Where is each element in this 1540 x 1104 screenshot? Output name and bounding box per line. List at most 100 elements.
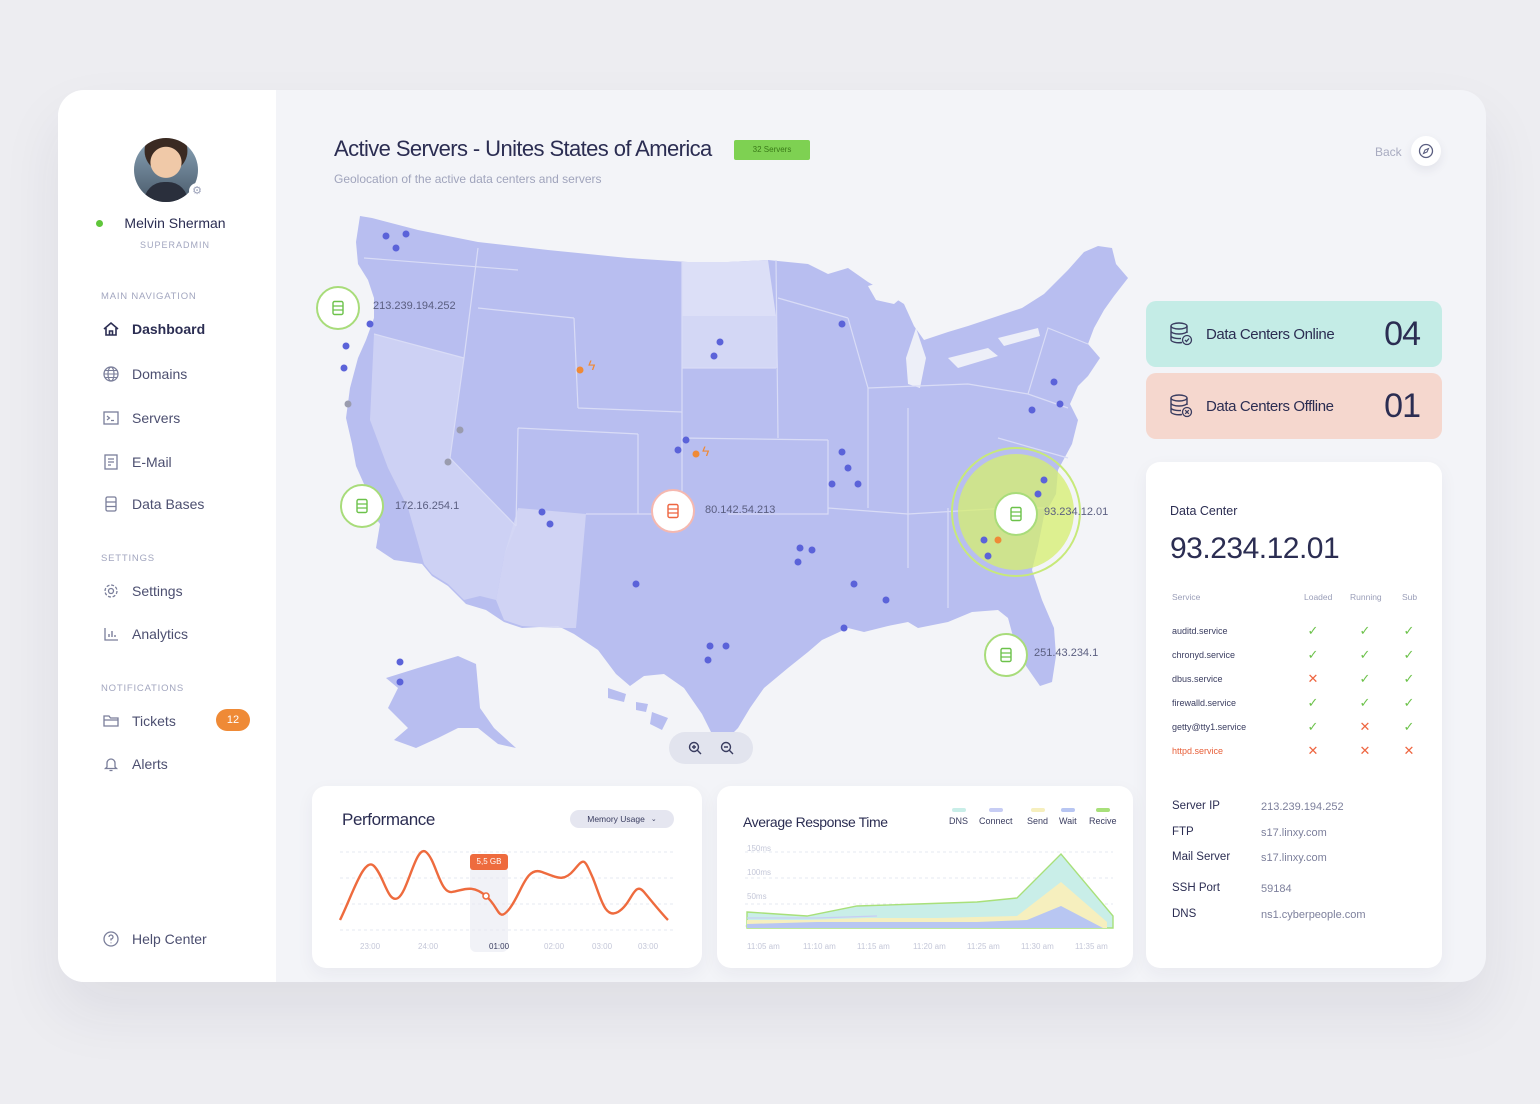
us-map[interactable] xyxy=(308,208,1138,748)
x-tick-label: 02:00 xyxy=(544,942,565,951)
info-value: s17.linxy.com xyxy=(1261,827,1327,839)
server-icon xyxy=(332,300,344,316)
legend-label: Recive xyxy=(1089,816,1117,826)
database-check-icon xyxy=(1170,322,1193,346)
service-header: Service xyxy=(1172,592,1201,602)
send-area xyxy=(747,882,1107,928)
x-icon: ✕ xyxy=(1359,719,1371,734)
sidebar-item-label: Settings xyxy=(132,583,183,599)
check-icon: ✓ xyxy=(1403,671,1415,686)
legend-item[interactable]: Send xyxy=(1027,808,1048,826)
legend-swatch xyxy=(1030,808,1045,812)
response-time-panel: Average Response Time DNS Connect Send Wait… xyxy=(717,786,1133,968)
help-icon xyxy=(100,929,122,949)
loaded-header: Loaded xyxy=(1304,592,1333,602)
mail-icon xyxy=(100,452,122,472)
server-icon xyxy=(1010,506,1022,522)
sidebar-item-label: Data Bases xyxy=(132,496,205,512)
connect-line xyxy=(747,915,878,919)
memory-usage-line xyxy=(338,850,669,921)
check-icon: ✓ xyxy=(1403,623,1415,638)
user-name: Melvin Sherman xyxy=(124,215,226,231)
nav-section-settings: SETTINGS xyxy=(101,553,155,564)
performance-chart xyxy=(338,850,674,952)
map-pin-server-1[interactable] xyxy=(316,286,360,330)
tickets-count-badge: 12 xyxy=(216,709,250,731)
chevron-down-icon: ⌄ xyxy=(650,816,657,823)
x-tick-label: 03:00 xyxy=(638,942,659,951)
legend-item[interactable]: Wait xyxy=(1059,808,1077,826)
legend-label: Wait xyxy=(1059,816,1077,826)
info-value: ns1.cyberpeople.com xyxy=(1261,909,1366,921)
inactive-server-dots xyxy=(344,400,464,466)
map-pin-server-5[interactable] xyxy=(984,633,1028,677)
sidebar-item-dashboard[interactable]: Dashboard xyxy=(100,317,205,341)
map-zoom-controls xyxy=(669,732,753,764)
stat-label: Data Centers Online xyxy=(1206,325,1335,343)
legend-label: Send xyxy=(1027,816,1049,826)
x-icon: ✕ xyxy=(1307,671,1319,686)
response-time-chart xyxy=(745,851,1114,929)
x-icon: ✕ xyxy=(1307,743,1319,758)
check-icon: ✓ xyxy=(1403,719,1415,734)
zoom-out-icon[interactable] xyxy=(717,738,737,758)
data-centers-offline-card[interactable]: Data Centers Offline 01 xyxy=(1146,373,1442,439)
sidebar-item-databases[interactable]: Data Bases xyxy=(100,492,204,516)
x-icon: ✕ xyxy=(1359,743,1371,758)
terminal-icon xyxy=(100,408,122,428)
map-pin-ip: 213.239.194.252 xyxy=(373,300,456,312)
y-tick-label: 150ms xyxy=(747,844,772,853)
info-label: Server IP xyxy=(1172,800,1220,812)
x-tick-label: 11:20 am xyxy=(913,942,946,951)
map-pin-server-4[interactable] xyxy=(994,492,1038,536)
dashboard-card: ⚙ Melvin Sherman SUPERADMIN MAIN NAVIGAT… xyxy=(58,90,1486,982)
sidebar-item-label: Alerts xyxy=(132,756,168,772)
gear-icon[interactable]: ⚙ xyxy=(189,183,205,199)
sidebar-item-alerts[interactable]: Alerts xyxy=(100,752,168,776)
wait-area xyxy=(747,906,1103,928)
sidebar-item-label: Domains xyxy=(132,366,188,382)
x-tick-label: 24:00 xyxy=(418,942,439,951)
help-center-label: Help Center xyxy=(132,931,207,947)
map-pin-server-2[interactable] xyxy=(340,484,384,528)
legend-item[interactable]: Recive xyxy=(1089,808,1117,826)
server-dots xyxy=(340,230,1064,686)
sidebar-item-domains[interactable]: Domains xyxy=(100,362,187,386)
sidebar-item-email[interactable]: E-Mail xyxy=(100,450,172,474)
active-point xyxy=(482,892,490,900)
sidebar-item-analytics[interactable]: Analytics xyxy=(100,622,188,646)
folder-icon xyxy=(100,711,122,731)
memory-usage-select[interactable]: Memory Usage ⌄ xyxy=(570,810,674,828)
info-value: s17.linxy.com xyxy=(1261,852,1327,864)
sidebar-item-servers[interactable]: Servers xyxy=(100,406,180,430)
map-landmass xyxy=(346,216,1128,748)
legend-item[interactable]: Connect xyxy=(979,808,1013,826)
home-icon xyxy=(100,319,122,339)
x-tick-label: 03:00 xyxy=(592,942,613,951)
info-label: DNS xyxy=(1172,908,1197,920)
map-pin-server-3[interactable] xyxy=(651,489,695,533)
sidebar-item-settings[interactable]: Settings xyxy=(100,579,183,603)
check-icon: ✓ xyxy=(1359,647,1371,662)
sidebar-item-tickets[interactable]: Tickets xyxy=(100,709,176,733)
bell-icon xyxy=(100,754,122,774)
avatar[interactable] xyxy=(134,138,198,202)
x-tick-label: 23:00 xyxy=(360,942,381,951)
x-icon: ✕ xyxy=(1403,743,1415,758)
server-icon xyxy=(667,503,679,519)
data-centers-online-card[interactable]: Data Centers Online 04 xyxy=(1146,301,1442,367)
zoom-in-icon[interactable] xyxy=(685,738,705,758)
select-value: Memory Usage xyxy=(587,814,645,824)
back-link[interactable]: Back xyxy=(1375,145,1402,159)
check-icon: ✓ xyxy=(1307,623,1319,638)
x-tick-label: 11:30 am xyxy=(1021,942,1054,951)
check-icon: ✓ xyxy=(1403,647,1415,662)
help-center-link[interactable]: Help Center xyxy=(100,927,207,951)
back-button[interactable] xyxy=(1411,136,1441,166)
service-name: chronyd.service xyxy=(1172,650,1236,660)
page-subtitle: Geolocation of the active data centers a… xyxy=(334,172,602,186)
service-name: firewalld.service xyxy=(1172,698,1237,708)
stat-label: Data Centers Offline xyxy=(1206,397,1334,415)
legend-item[interactable]: DNS xyxy=(949,808,968,826)
legend-label: Connect xyxy=(979,816,1013,826)
